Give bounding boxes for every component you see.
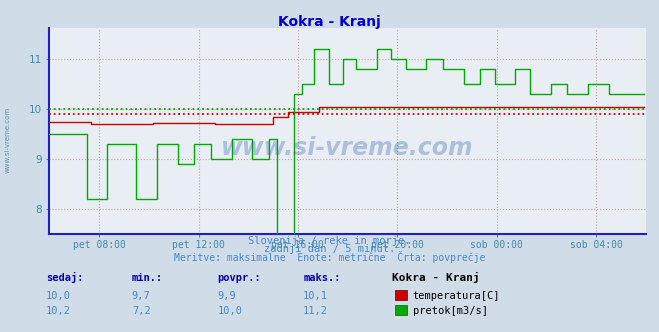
Text: 9,9: 9,9 <box>217 291 236 301</box>
Text: min.:: min.: <box>132 273 163 283</box>
Text: temperatura[C]: temperatura[C] <box>413 291 500 301</box>
Text: 10,2: 10,2 <box>46 306 71 316</box>
Text: pretok[m3/s]: pretok[m3/s] <box>413 306 488 316</box>
Text: Kokra - Kranj: Kokra - Kranj <box>278 15 381 29</box>
Text: 7,2: 7,2 <box>132 306 150 316</box>
Text: povpr.:: povpr.: <box>217 273 261 283</box>
Text: Slovenija / reke in morje.: Slovenija / reke in morje. <box>248 236 411 246</box>
Text: Kokra - Kranj: Kokra - Kranj <box>392 272 480 283</box>
Text: zadnji dan / 5 minut.: zadnji dan / 5 minut. <box>264 244 395 254</box>
Text: maks.:: maks.: <box>303 273 341 283</box>
Text: Meritve: maksimalne  Enote: metrične  Črta: povprečje: Meritve: maksimalne Enote: metrične Črta… <box>174 251 485 263</box>
Text: 11,2: 11,2 <box>303 306 328 316</box>
Text: 10,1: 10,1 <box>303 291 328 301</box>
Text: sedaj:: sedaj: <box>46 272 84 283</box>
Text: www.si-vreme.com: www.si-vreme.com <box>221 135 474 160</box>
Text: www.si-vreme.com: www.si-vreme.com <box>4 106 11 173</box>
Text: 9,7: 9,7 <box>132 291 150 301</box>
Text: 10,0: 10,0 <box>217 306 243 316</box>
Text: 10,0: 10,0 <box>46 291 71 301</box>
